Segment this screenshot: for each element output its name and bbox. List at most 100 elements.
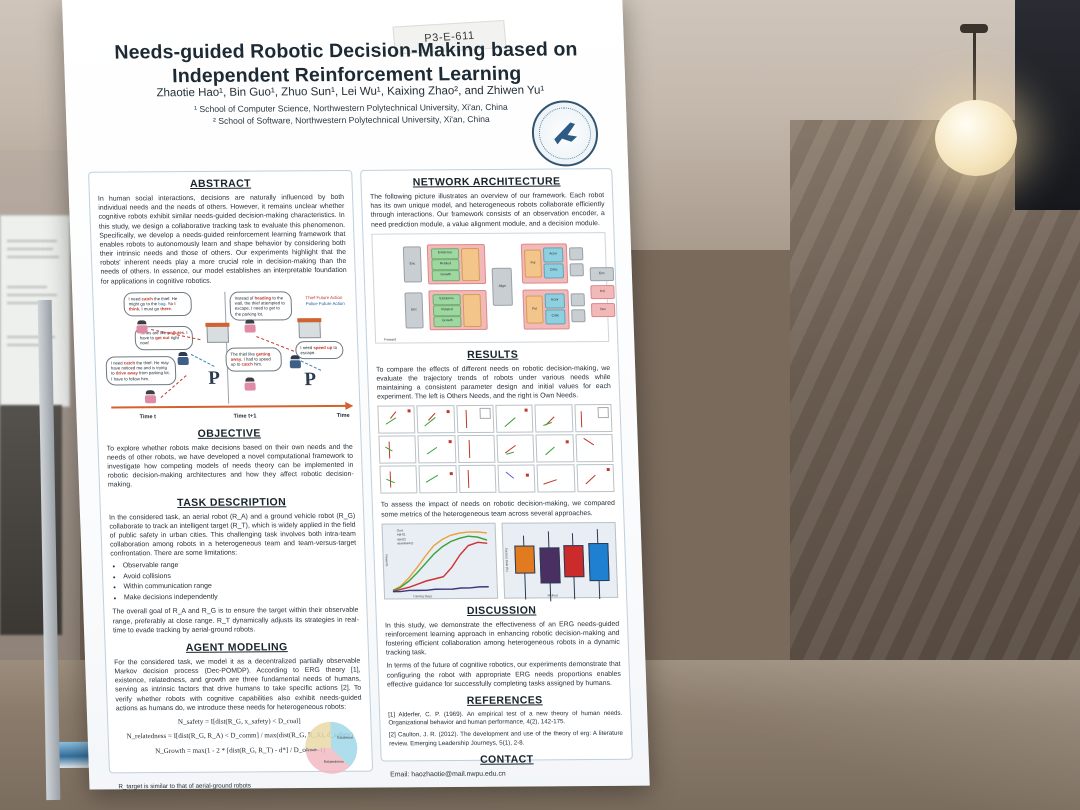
contact-email: Email: haozhaotie@mail.nwpu.edu.cn [390,770,506,779]
pie-label-existence: Existence [337,735,353,740]
actor-block: Actor [544,293,566,309]
obs-encoder-block: Enc [404,292,424,329]
lamp-rod [973,28,976,106]
thought-bubble: I need catch the thief. He may have noti… [105,355,177,386]
trajectory-plot [456,405,495,434]
growth-block: Growth [431,269,461,282]
bank-building-icon [206,325,230,343]
critic-block: Critic [545,309,566,325]
police-action-arrow [190,353,215,367]
output-block [569,262,584,277]
tick-time-t1: Time t+1 [233,413,257,420]
results-text-2: To assess the impact of needs on robotic… [380,500,616,519]
discussion-text-2: In terms of the future of cognitive robo… [386,661,621,689]
affiliation-2: ² School of Software, Northwestern Polyt… [212,114,490,127]
thief-robot-icon [145,390,156,403]
police-robot-icon [290,355,301,368]
obs-encoder-block: Enc [402,246,423,283]
trajectory-plot [457,435,496,464]
trajectory-plot [536,464,576,493]
output-block [570,292,585,307]
task-closing-text: The overall goal of R_A and R_G is to en… [112,607,359,635]
existence-block: Existence [432,293,461,305]
results-text: To compare the effects of different need… [375,364,611,401]
poster-title: Needs-guided Robotic Decision-Making bas… [114,38,578,87]
existence-block: Existence [430,247,460,260]
trajectory-plot [534,404,574,433]
figure-divider [224,291,230,404]
agent-modeling-heading: AGENT MODELING [185,641,288,654]
adjacent-poster [0,215,70,407]
thought-bubble: The thief like getting away, I had to sp… [225,347,283,372]
contact-heading: CONTACT [479,753,534,766]
left-column: ABSTRACT In human social interactions, d… [88,169,374,790]
thought-bubble: I need speed up to escape. [295,340,344,360]
growth-block: Growth [433,315,462,327]
time-axis [111,404,348,409]
legend-forward: Forward [383,337,397,342]
thief-robot-icon [244,377,255,390]
thought-bubble: Instead of heading to the wall, the thie… [229,291,293,321]
floor-highlight [600,660,1080,810]
trajectory-plot-grid [377,404,615,496]
list-item: Make decisions independently [124,592,358,604]
bank-building-icon [298,320,321,338]
abstract-text: In human social interactions, decisions … [97,193,347,286]
y-axis-label: Rewards [384,554,389,567]
agent-modeling-text: For the considered task, we model it as … [114,657,362,713]
trajectory-plot [496,434,535,464]
dark-ceiling-panel [1015,0,1080,210]
network-architecture-text: The following picture illustrates an ove… [369,192,605,229]
presenter: ENLIGHTENING INNOVATION ENLIGHTENING INN… [600,0,1030,810]
relatedness-block: Related [431,258,460,271]
actor-block: Actor [542,247,564,263]
reference-item: [1] Alderfer, C. P. (1969). An empirical… [388,709,623,727]
trajectory-plot [418,465,458,494]
poster-affiliations: ¹ School of Computer Science, Northweste… [106,100,597,128]
output-block [571,308,586,323]
trajectory-plot [535,434,575,463]
network-architecture-heading: NETWORK ARCHITECTURE [412,175,561,189]
reward-line-chart: Ours Abl-01 Abl-02 Abl-MAPPO [381,522,499,600]
architecture-diagram: Enc Enc Existence Related Growth Existen… [371,231,616,344]
trajectory-plot [458,465,497,494]
task-description-text: In the considered task, an aerial robot … [108,512,357,558]
trajectory-plot [378,435,417,464]
discussion-heading: DISCUSSION [466,604,537,617]
thief-robot-icon [244,319,255,332]
trajectory-plot [377,405,416,435]
parking-lot-icon: P [304,368,317,390]
concept-figure: I need catch the thief. He might go to t… [101,288,352,423]
trajectory-plot [379,465,418,494]
references-heading: REFERENCES [466,694,543,707]
critic-block: Critic [543,263,565,279]
metrics-plots: Ours Abl-01 Abl-02 Abl-MAPPO [381,521,619,602]
x-axis-label: Training Steps [412,593,433,599]
police-robot-icon [177,352,188,365]
abstract-heading: ABSTRACT [189,177,252,191]
axis-label-time: Time [336,412,350,419]
poster-authors: Zhaotie Hao¹, Bin Guo¹, Zhuo Sun¹, Lei W… [156,84,545,100]
results-heading: RESULTS [466,348,519,361]
x-axis-label: Method [547,593,558,598]
pie-label-growth: Relatedness [323,759,344,764]
limitations-list: Observable range Avoid collisions Within… [123,560,359,604]
thief-robot-icon [136,320,147,333]
architecture-legend: Forward [384,337,396,341]
trajectory-plot [495,404,534,434]
task-description-heading: TASK DESCRIPTION [176,495,287,509]
agent-modeling-footnote: R_target is similar to that of aerial-gr… [118,782,252,791]
y-axis-label: Success Rate (%) [504,547,510,572]
discussion-text: In this study, we demonstrate the effect… [384,620,620,657]
legend-police: Police Future Action [305,301,345,307]
poster-board: P3-E-611 Needs-guided Robotic Decision-M… [62,0,650,790]
need-merge-block [460,247,481,281]
reference-item: [2] Caulton, J. R. (2012). The developme… [388,730,624,748]
trajectory-plot [416,405,456,434]
trajectory-plot [497,464,536,494]
output-block [568,246,584,261]
tick-time-t: Time t [139,413,157,421]
objective-text: To explore whether robots make decisions… [106,443,354,489]
pendant-lamp-icon [935,100,1017,176]
